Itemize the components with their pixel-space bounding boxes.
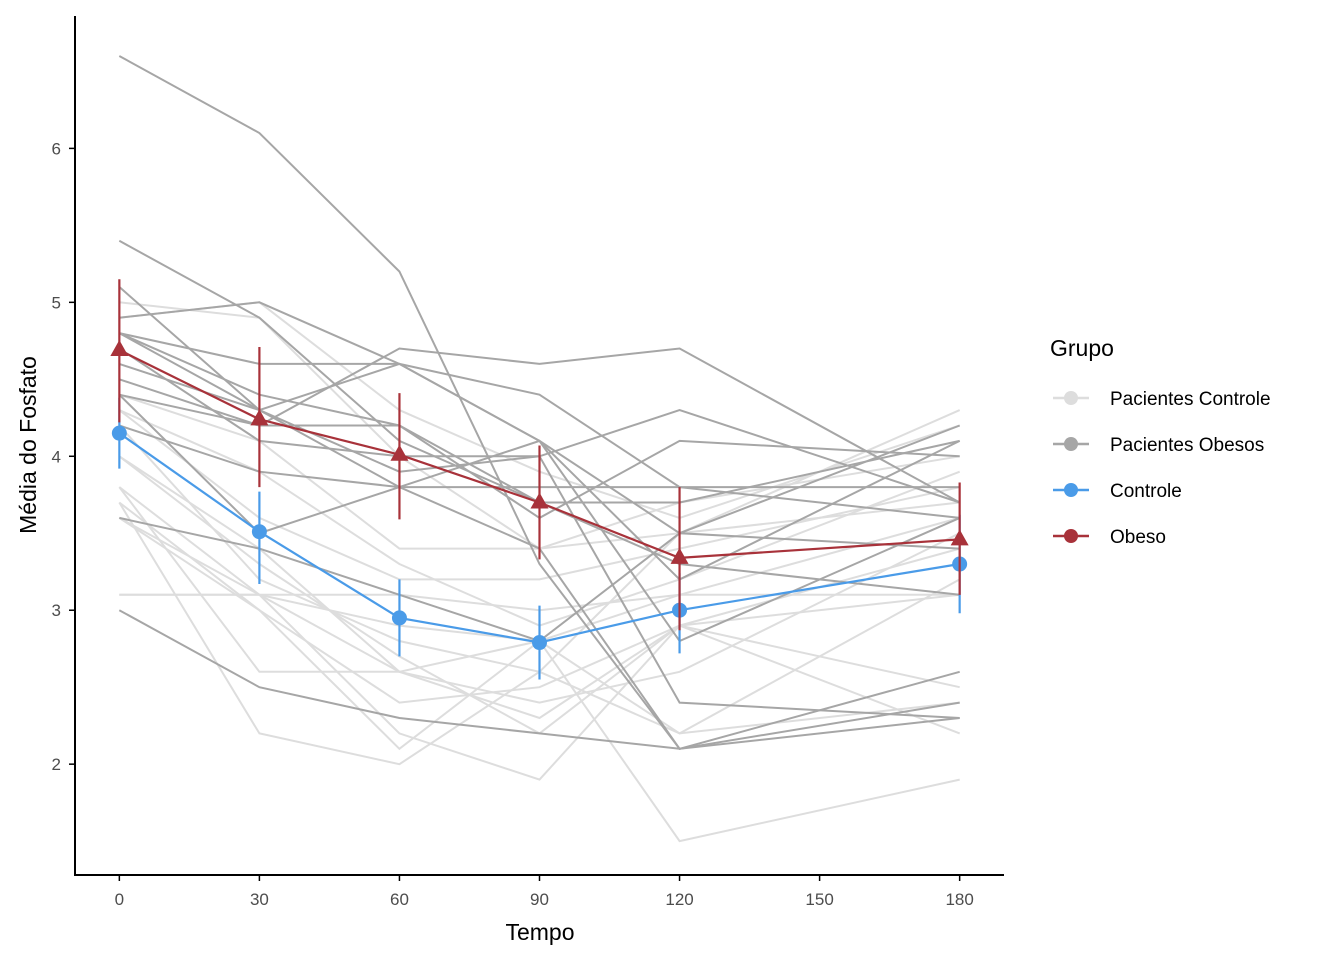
controle-mean-point (391, 610, 407, 626)
obeso-mean-point (530, 492, 549, 509)
pacientes-obesos-line (118, 362, 961, 581)
y-tick-label: 3 (52, 601, 61, 620)
controle-mean-line (118, 432, 960, 644)
individual-lines (118, 55, 961, 843)
obeso-mean-point (250, 409, 269, 426)
pacientes-controle-line (118, 393, 960, 550)
pacientes-obesos-line (118, 393, 961, 535)
y-ticks: 2 3 4 5 6 (52, 139, 75, 774)
pacientes-controle-line (118, 455, 961, 735)
x-tick-label: 0 (115, 890, 124, 909)
legend-key-point (1064, 529, 1078, 543)
y-axis-title: Média do Fosfato (15, 356, 41, 534)
pacientes-obesos-line (119, 393, 960, 520)
obeso-mean-line (118, 349, 960, 560)
obeso-mean-point (110, 340, 129, 357)
pacientes-obesos-line (118, 347, 961, 504)
pacientes-controle-line (118, 409, 960, 581)
pacientes-obesos-line (119, 516, 960, 643)
pacientes-obesos-line (118, 332, 960, 519)
legend-label: Pacientes Controle (1110, 389, 1271, 410)
pacientes-controle-line (118, 517, 960, 781)
legend-key-point (1064, 391, 1078, 405)
pacientes-controle-line (118, 409, 961, 627)
pacientes-controle-line (119, 593, 960, 612)
group-mean-lines (110, 279, 969, 680)
y-tick-label: 5 (52, 293, 61, 312)
x-tick-label: 30 (250, 890, 269, 909)
obeso-mean-point (390, 444, 409, 461)
obeso-mean-point (950, 529, 969, 546)
legend: Grupo Pacientes Controle Pacientes Obeso… (1050, 335, 1271, 548)
x-tick-label: 120 (665, 890, 693, 909)
pacientes-obesos-line (118, 609, 960, 750)
controle-mean-point (251, 524, 267, 540)
x-tick-label: 60 (390, 890, 409, 909)
legend-label: Controle (1110, 481, 1182, 502)
x-tick-label: 180 (945, 890, 973, 909)
controle-mean-point (532, 635, 547, 651)
pacientes-controle-line (118, 501, 961, 766)
x-tick-label: 150 (805, 890, 833, 909)
x-tick-label: 90 (530, 890, 549, 909)
legend-key-point (1064, 437, 1078, 451)
legend-label: Obeso (1110, 527, 1166, 548)
pacientes-obesos-line (118, 424, 960, 750)
y-tick-label: 2 (52, 755, 61, 774)
pacientes-obesos-line (118, 347, 961, 504)
y-tick-label: 6 (52, 139, 61, 158)
legend-label: Pacientes Obesos (1110, 435, 1264, 456)
controle-mean-point (111, 425, 127, 441)
y-tick-label: 4 (52, 447, 61, 466)
x-ticks: 0 30 60 90 120 150 180 (115, 875, 974, 909)
pacientes-controle-line (119, 301, 961, 550)
legend-title: Grupo (1050, 335, 1114, 361)
pacientes-controle-line (118, 486, 960, 673)
obeso-mean-point (670, 547, 689, 564)
pacientes-controle-line (118, 455, 961, 704)
pacientes-obesos-line (119, 301, 960, 489)
pacientes-obesos-line (118, 55, 960, 750)
legend-key-point (1064, 483, 1078, 497)
x-axis-title: Tempo (505, 919, 574, 945)
